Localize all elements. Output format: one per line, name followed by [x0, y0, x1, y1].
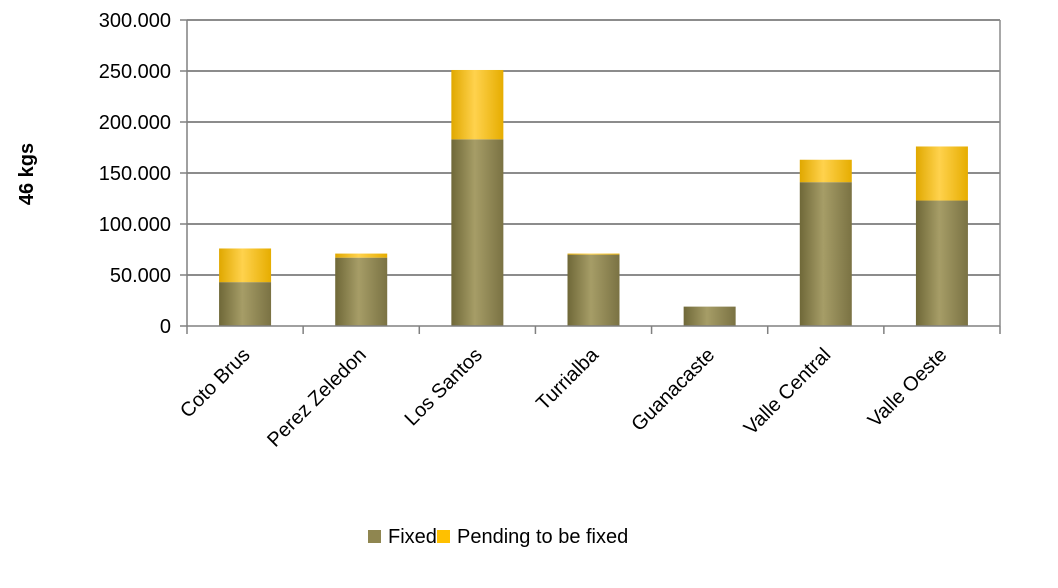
legend-label-fixed: Fixed: [388, 526, 437, 548]
y-tick-label: 150.000: [99, 163, 171, 185]
y-tick-label: 250.000: [99, 61, 171, 83]
bar-pending-turrialba: [567, 253, 620, 255]
y-tick-label: 200.000: [99, 112, 171, 134]
bar-fixed-perez-zeledon: [335, 257, 388, 326]
bar-pending-coto-brus: [219, 248, 272, 283]
bars: [219, 69, 968, 326]
gridlines: [187, 19, 1001, 326]
y-tick-label: 100.000: [99, 214, 171, 236]
bar-pending-valle-central: [799, 159, 852, 183]
x-tick-label: Valle Central: [740, 344, 835, 439]
bar-fixed-los-santos: [451, 139, 504, 326]
bar-fixed-guanacaste: [683, 306, 736, 326]
legend-swatch-fixed: [368, 530, 381, 543]
y-tick-label: 50.000: [110, 265, 171, 287]
y-tick-label: 300.000: [99, 10, 171, 32]
x-tick-label: Turrialba: [532, 343, 603, 414]
x-tick-label: Valle Oeste: [864, 344, 952, 432]
legend: Fixed Pending to be fixed: [368, 526, 628, 548]
y-tick-label: 0: [160, 316, 171, 338]
legend-label-pending: Pending to be fixed: [457, 526, 628, 548]
bar-fixed-turrialba: [567, 254, 620, 326]
x-tick-label: Perez Zeledon: [263, 344, 371, 452]
bar-fixed-coto-brus: [219, 282, 272, 326]
x-tick-label: Coto Brus: [176, 344, 254, 422]
bar-fixed-valle-central: [799, 182, 852, 326]
bar-pending-los-santos: [451, 69, 504, 140]
x-tick-labels: Coto Brus Perez Zeledon Los Santos Turrialb…: [176, 343, 951, 451]
x-tick-label: Guanacaste: [627, 344, 719, 436]
bar-pending-perez-zeledon: [335, 253, 388, 258]
y-tick-labels: 0 50.000 100.000 150.000 200.000 250.000 300.0…: [99, 10, 1001, 338]
legend-swatch-pending: [437, 530, 450, 543]
bar-fixed-valle-oeste: [915, 200, 968, 326]
bar-pending-valle-oeste: [915, 146, 968, 201]
y-axis-title: 46 kgs: [16, 143, 38, 205]
x-tick-label: Los Santos: [401, 344, 487, 430]
